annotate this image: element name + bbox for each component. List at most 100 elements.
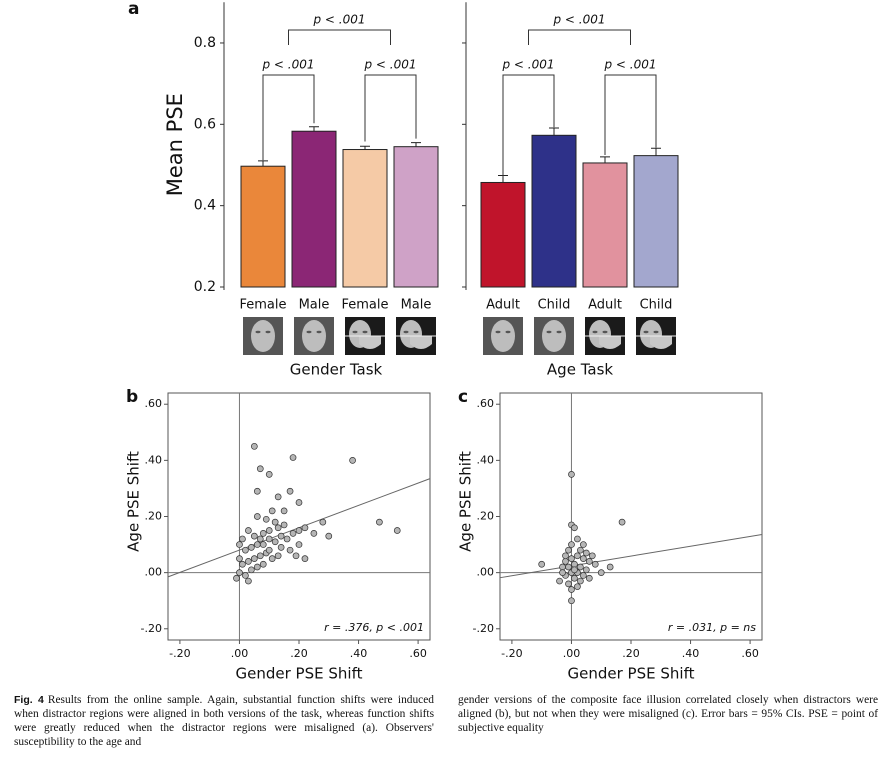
- x-tick-label: .60: [741, 647, 759, 660]
- panel-label: a: [128, 0, 139, 19]
- error-bar: [549, 127, 559, 136]
- scatter-point: [565, 546, 572, 554]
- scatter-point: [571, 566, 578, 574]
- scatter-point: [248, 544, 255, 551]
- face-bottom: [410, 336, 432, 349]
- bar: [480, 181, 526, 288]
- trend-line: [499, 533, 763, 579]
- y-tick-label: -.20: [141, 622, 162, 635]
- face-bottom: [650, 336, 672, 349]
- x-tick-label: Adult: [486, 298, 520, 313]
- error-bar: [360, 145, 370, 150]
- plot-frame: [167, 392, 431, 641]
- eye: [362, 330, 368, 334]
- face: [302, 320, 326, 352]
- scatter-point: [245, 527, 252, 534]
- scatter-point: [277, 532, 285, 540]
- scatter-point: [301, 555, 309, 562]
- eye: [255, 330, 261, 334]
- scatter-point: [250, 532, 258, 540]
- annotation: p < .001: [312, 13, 365, 27]
- scatter-point: [295, 541, 303, 548]
- x-tick-label: -.20: [169, 647, 190, 660]
- scatter-point: [295, 527, 303, 534]
- face: [251, 320, 275, 352]
- annotation: p < .001: [363, 58, 416, 72]
- scatter-point: [280, 507, 288, 515]
- scatter-point: [268, 507, 276, 515]
- x-tick-label: Child: [538, 298, 571, 313]
- error-bar: [258, 160, 268, 167]
- y-tick-label: .60: [477, 397, 495, 410]
- scatter-point: [618, 518, 626, 526]
- y-tick-label: 0.2: [194, 279, 216, 295]
- bracket: [364, 74, 417, 142]
- bracket: [262, 74, 315, 161]
- scatter-point: [265, 535, 273, 543]
- scatter-point: [574, 583, 581, 591]
- caption-label: Fig. 4: [14, 694, 44, 706]
- x-tick-label: Female: [341, 298, 388, 313]
- eye: [413, 330, 419, 334]
- eye: [653, 330, 659, 334]
- error-bar: [498, 175, 508, 183]
- scatter-point: [271, 518, 279, 526]
- scatter-point: [236, 555, 243, 562]
- annotation: p < .001: [603, 58, 656, 72]
- face-image: [483, 317, 523, 355]
- x-axis-title: Gender Task: [290, 361, 383, 379]
- scatter-point: [248, 566, 255, 574]
- eye: [556, 330, 562, 334]
- scatter-point: [274, 493, 282, 501]
- eye: [602, 330, 608, 334]
- annotation: r = .376, p < .001: [324, 621, 424, 634]
- error-bar: [600, 156, 610, 163]
- scatter-point: [280, 521, 288, 529]
- scatter-point: [556, 577, 563, 585]
- scatter-point: [591, 560, 599, 568]
- x-tick-label: Adult: [588, 298, 622, 313]
- panel-label: b: [126, 387, 138, 407]
- x-axis-title: Gender PSE Shift: [236, 665, 363, 683]
- scatter-point: [268, 555, 276, 562]
- scatter-point: [253, 513, 261, 520]
- scatter-point: [259, 541, 267, 548]
- annotation: p < .001: [552, 13, 605, 27]
- bracket: [604, 74, 657, 155]
- scatter-point: [325, 532, 333, 540]
- scatter-point: [236, 541, 243, 548]
- scatter-point: [565, 580, 572, 588]
- eye: [505, 330, 511, 334]
- x-tick-label: .20: [622, 647, 640, 660]
- bar: [531, 134, 577, 288]
- eye: [592, 330, 598, 334]
- panel-label: c: [458, 387, 468, 407]
- scatter-point: [559, 569, 566, 576]
- scatter-point: [245, 577, 252, 585]
- y-tick-label: .00: [477, 566, 495, 579]
- scatter-point: [588, 552, 596, 560]
- bracket: [528, 29, 631, 45]
- scatter-point: [242, 546, 249, 554]
- y-axis-title: Age PSE Shift: [457, 451, 475, 552]
- scatter-point: [310, 529, 318, 537]
- y-tick-label: .20: [477, 510, 495, 523]
- scatter-point: [568, 597, 575, 605]
- eye: [546, 330, 552, 334]
- scatter-point: [571, 560, 578, 568]
- face-image: [243, 317, 283, 355]
- scatter-point: [262, 515, 270, 523]
- caption-right: gender versions of the composite face il…: [458, 694, 878, 734]
- bar: [582, 162, 628, 288]
- scatter-point: [580, 541, 587, 548]
- bar: [240, 165, 286, 288]
- eye: [306, 330, 312, 334]
- annotation: p < .001: [501, 58, 554, 72]
- x-tick-label: .60: [409, 647, 427, 660]
- scatter-point: [256, 465, 264, 473]
- caption-left: Fig. 4 Results from the online sample. Ag…: [14, 693, 434, 749]
- scatter-point: [250, 555, 258, 562]
- scatter-point: [585, 574, 593, 582]
- x-tick-label: Male: [299, 298, 330, 313]
